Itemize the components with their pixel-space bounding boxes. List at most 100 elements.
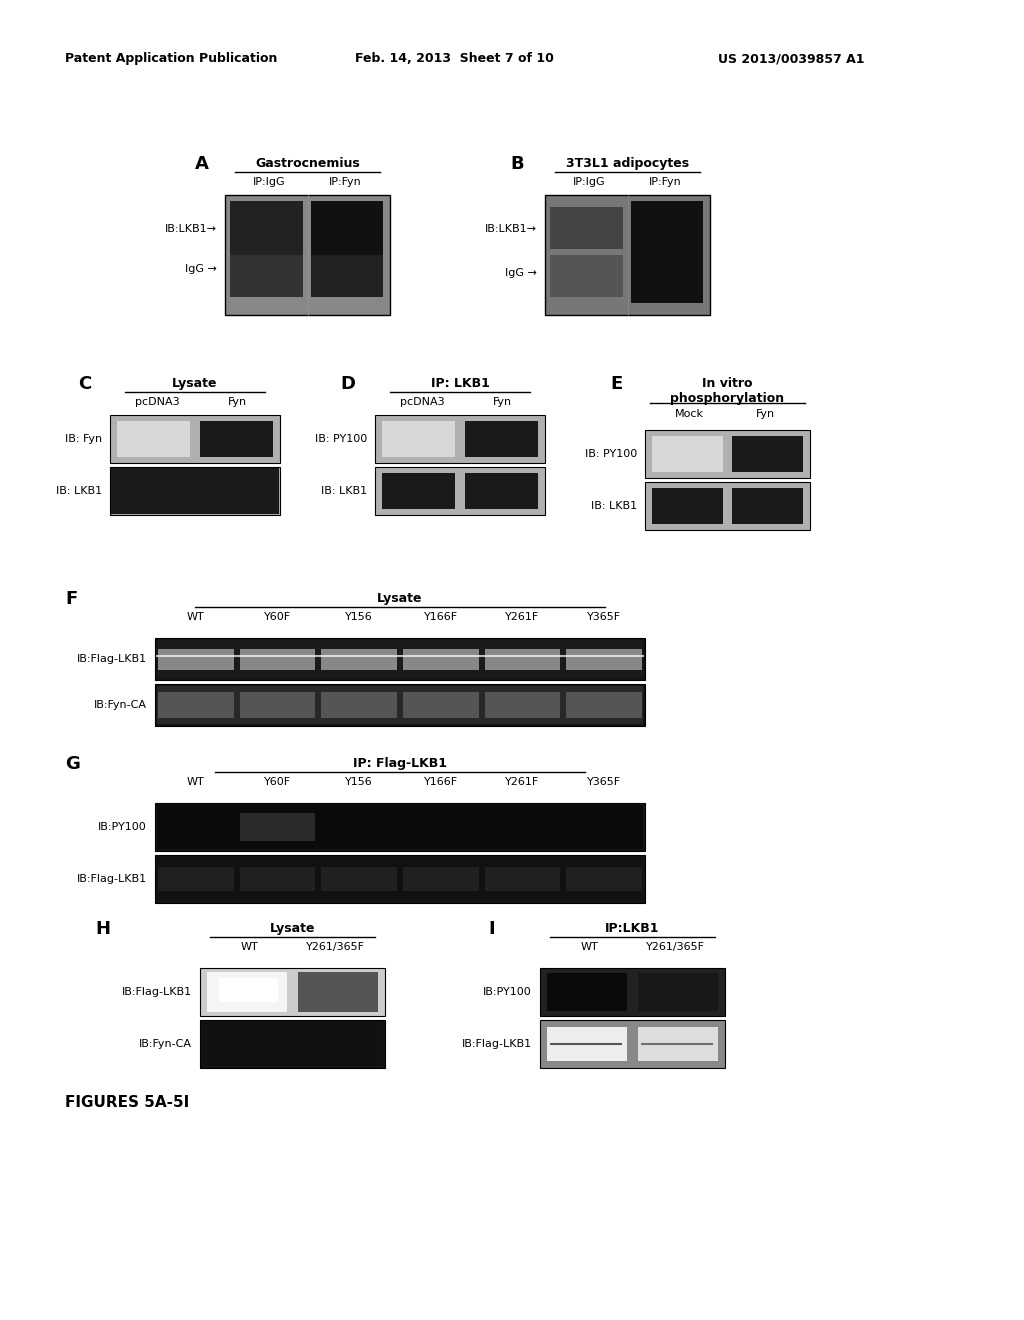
Bar — [465, 473, 539, 510]
Bar — [484, 693, 560, 718]
Bar — [403, 693, 478, 718]
Bar — [111, 469, 279, 513]
Text: Y156: Y156 — [345, 777, 373, 787]
Bar — [566, 648, 642, 669]
Bar — [322, 693, 397, 718]
Bar — [117, 421, 189, 457]
Bar — [158, 648, 233, 669]
Bar — [155, 684, 645, 726]
Bar — [638, 1027, 718, 1061]
Bar — [566, 693, 642, 718]
Bar — [645, 482, 810, 531]
Text: IB:Fyn-CA: IB:Fyn-CA — [94, 700, 147, 710]
Bar — [484, 867, 560, 891]
Text: 3T3L1 adipocytes: 3T3L1 adipocytes — [566, 157, 689, 170]
Bar — [322, 867, 397, 891]
Text: IP:LKB1: IP:LKB1 — [605, 921, 659, 935]
Bar — [548, 973, 627, 1011]
Text: IB:Flag-LKB1: IB:Flag-LKB1 — [77, 874, 147, 884]
Bar — [200, 1020, 385, 1068]
Bar — [311, 201, 383, 255]
Bar — [548, 1027, 627, 1061]
Text: G: G — [65, 755, 80, 774]
Text: Mock: Mock — [675, 409, 705, 418]
Bar — [225, 195, 390, 315]
Bar — [732, 436, 804, 473]
Bar — [311, 255, 383, 297]
Text: IP: LKB1: IP: LKB1 — [430, 378, 489, 389]
Text: US 2013/0039857 A1: US 2013/0039857 A1 — [718, 51, 864, 65]
Bar — [200, 968, 385, 1016]
Text: IB:LKB1→: IB:LKB1→ — [165, 223, 217, 234]
Bar — [550, 207, 623, 249]
Text: Fyn: Fyn — [756, 409, 775, 418]
Text: Gastrocnemius: Gastrocnemius — [255, 157, 359, 170]
Text: Feb. 14, 2013  Sheet 7 of 10: Feb. 14, 2013 Sheet 7 of 10 — [355, 51, 554, 65]
Bar — [157, 686, 643, 723]
Bar — [484, 648, 560, 669]
Bar — [540, 1020, 725, 1068]
Text: IP: Flag-LKB1: IP: Flag-LKB1 — [353, 756, 447, 770]
Text: WT: WT — [241, 942, 259, 952]
Text: IP:Fyn: IP:Fyn — [329, 177, 361, 187]
Text: IP:IgG: IP:IgG — [253, 177, 286, 187]
Text: IB: LKB1: IB: LKB1 — [321, 486, 367, 496]
Text: Y261F: Y261F — [506, 612, 540, 622]
Bar — [110, 414, 280, 463]
Text: Y156: Y156 — [345, 612, 373, 622]
Bar — [208, 972, 287, 1012]
Bar — [157, 857, 643, 902]
Bar — [240, 867, 315, 891]
Text: IB: PY100: IB: PY100 — [585, 449, 637, 459]
Text: A: A — [195, 154, 209, 173]
Bar — [155, 855, 645, 903]
Bar — [645, 430, 810, 478]
Text: Y166F: Y166F — [424, 777, 458, 787]
Text: WT: WT — [581, 942, 599, 952]
Bar — [651, 436, 723, 473]
Text: Y261/365F: Y261/365F — [305, 942, 365, 952]
Bar — [322, 648, 397, 669]
Bar — [382, 421, 455, 457]
Bar — [155, 803, 645, 851]
Bar — [375, 467, 545, 515]
Bar — [566, 867, 642, 891]
Bar — [545, 195, 710, 315]
Bar — [155, 638, 645, 680]
Text: WT: WT — [187, 612, 205, 622]
Text: E: E — [610, 375, 623, 393]
Bar — [240, 813, 315, 841]
Text: Patent Application Publication: Patent Application Publication — [65, 51, 278, 65]
Text: Y60F: Y60F — [264, 612, 291, 622]
Bar — [158, 867, 233, 891]
Text: C: C — [78, 375, 91, 393]
Bar — [240, 693, 315, 718]
Bar — [403, 867, 478, 891]
Bar — [158, 693, 233, 718]
Bar — [240, 648, 315, 669]
Text: IB: LKB1: IB: LKB1 — [56, 486, 102, 496]
Bar — [298, 972, 378, 1012]
Text: Y166F: Y166F — [424, 612, 458, 622]
Text: IB: Fyn: IB: Fyn — [65, 434, 102, 444]
Text: D: D — [340, 375, 355, 393]
Text: Fyn: Fyn — [493, 397, 512, 407]
Text: pcDNA3: pcDNA3 — [400, 397, 444, 407]
Text: IB:LKB1→: IB:LKB1→ — [485, 223, 537, 234]
Text: H: H — [95, 920, 110, 939]
Bar — [375, 414, 545, 463]
Bar — [230, 255, 302, 297]
Bar — [638, 973, 718, 1011]
Text: IB:Flag-LKB1: IB:Flag-LKB1 — [122, 987, 193, 997]
Bar — [382, 473, 455, 510]
Text: IB:PY100: IB:PY100 — [98, 822, 147, 832]
Bar — [157, 640, 643, 678]
Bar — [631, 201, 703, 304]
Text: Fyn: Fyn — [228, 397, 247, 407]
Text: IB:PY100: IB:PY100 — [483, 987, 532, 997]
Text: IB:Flag-LKB1: IB:Flag-LKB1 — [77, 653, 147, 664]
Text: Y261F: Y261F — [506, 777, 540, 787]
Text: pcDNA3: pcDNA3 — [135, 397, 180, 407]
Text: Y261/365F: Y261/365F — [645, 942, 705, 952]
Bar — [230, 201, 302, 255]
